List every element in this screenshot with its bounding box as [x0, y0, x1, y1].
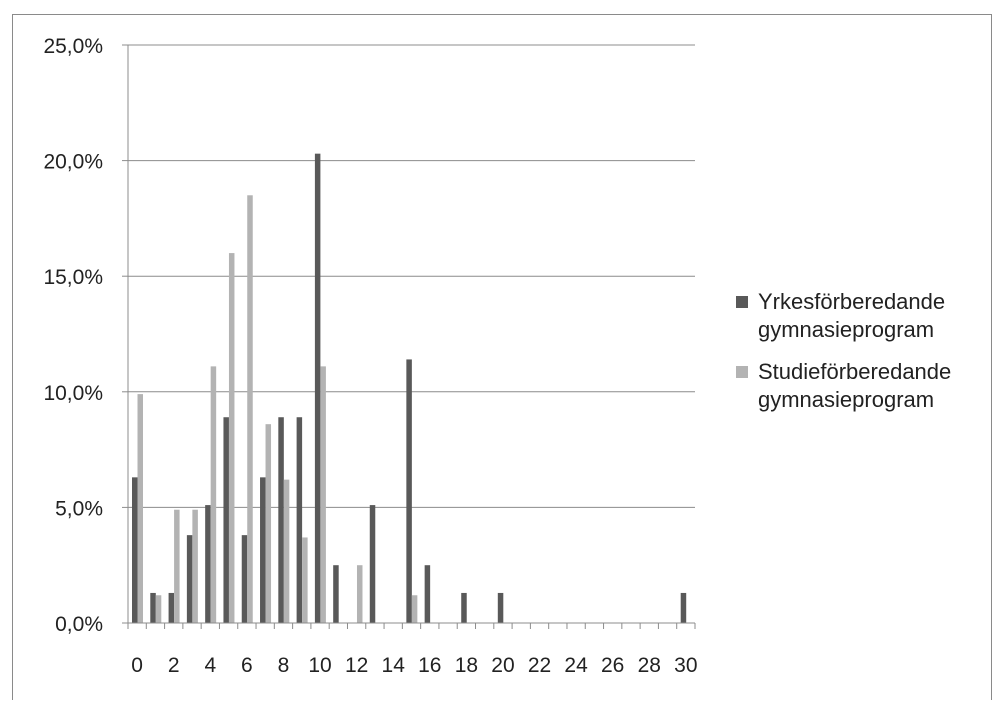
axes	[127, 45, 696, 629]
y-tick-label: 25,0%	[43, 35, 103, 58]
bar-series-2-cat-2	[174, 509, 180, 623]
chart-frame	[12, 14, 992, 700]
x-tick-label: 18	[455, 654, 478, 677]
legend-item-studie: Studieförberedande gymnasieprogram	[734, 358, 984, 414]
y-axis-tick-labels: 0,0% 5,0% 10,0% 15,0% 20,0% 25,0%	[43, 35, 103, 636]
bar-series-1-cat-7	[260, 477, 266, 623]
y-tick-label: 5,0%	[55, 497, 103, 520]
bar-series-1-cat-0	[132, 477, 138, 623]
x-tick-label: 16	[418, 654, 441, 677]
bar-series-1-cat-13	[369, 505, 376, 623]
bar-series-1-cat-6	[241, 535, 248, 623]
bar-series-1-cat-3	[186, 535, 193, 623]
legend-label-studie: Studieförberedande gymnasieprogram	[758, 359, 952, 412]
x-axis-tick-labels: 0 2 4 6 8 10 12 14 16 18 20 22 24 26 28 30	[131, 654, 697, 677]
x-tick-label: 10	[308, 654, 331, 677]
legend-item-yrkes: Yrkesförberedande gymnasieprogram	[734, 288, 984, 344]
bar-series-1-cat-2	[168, 592, 175, 623]
bar-series-2-cat-6	[247, 195, 253, 623]
x-tick-label: 22	[528, 654, 551, 677]
bar-series-2-cat-9	[302, 537, 308, 623]
x-tick-label: 30	[674, 654, 697, 677]
legend: Yrkesförberedande gymnasieprogram Studie…	[734, 288, 984, 428]
legend-label-yrkes: Yrkesförberedande gymnasieprogram	[758, 289, 946, 342]
bar-series-2-cat-15	[411, 595, 418, 623]
x-tick-label: 28	[638, 654, 661, 677]
bar-series-1-cat-15	[406, 359, 412, 623]
legend-swatch-studie	[736, 366, 748, 378]
bar-series-1-cat-5	[223, 417, 229, 623]
x-tick-label: 12	[345, 654, 368, 677]
bar-series-1-cat-16	[424, 565, 431, 623]
x-tick-label: 20	[491, 654, 514, 677]
bar-series-1-cat-10	[314, 153, 321, 623]
bar-series-2-cat-0	[137, 394, 143, 623]
bar-series-1-cat-18	[461, 592, 467, 623]
bar-series-1-cat-8	[278, 417, 284, 623]
bar-series-2-cat-10	[320, 366, 326, 623]
bar-series-1-cat-1	[150, 592, 156, 623]
y-tick-label: 20,0%	[43, 151, 103, 174]
bars	[132, 153, 687, 623]
bar-series-2-cat-4	[210, 366, 217, 623]
legend-swatch-yrkes	[736, 296, 748, 308]
x-tick-label: 26	[601, 654, 624, 677]
bar-series-2-cat-7	[265, 424, 272, 623]
bar-series-1-cat-30	[680, 592, 687, 623]
x-tick-label: 14	[382, 654, 406, 677]
bar-series-1-cat-4	[205, 505, 211, 623]
x-tick-label: 4	[204, 654, 216, 677]
bar-series-1-cat-20	[497, 592, 504, 623]
bar-series-2-cat-1	[155, 595, 162, 623]
x-tick-label: 0	[131, 654, 143, 677]
bar-series-1-cat-9	[296, 417, 303, 623]
bar-series-2-cat-8	[283, 479, 290, 623]
y-tick-label: 10,0%	[43, 382, 103, 405]
x-tick-label: 2	[168, 654, 180, 677]
bar-series-1-cat-11	[333, 565, 339, 623]
bar-series-2-cat-12	[356, 565, 363, 623]
x-tick-label: 8	[278, 654, 290, 677]
x-tick-label: 24	[564, 654, 588, 677]
bar-series-2-cat-5	[228, 253, 235, 623]
x-tick-label: 6	[241, 654, 253, 677]
bar-series-2-cat-3	[192, 509, 198, 623]
y-tick-label: 15,0%	[43, 266, 103, 289]
y-tick-label: 0,0%	[55, 613, 103, 636]
